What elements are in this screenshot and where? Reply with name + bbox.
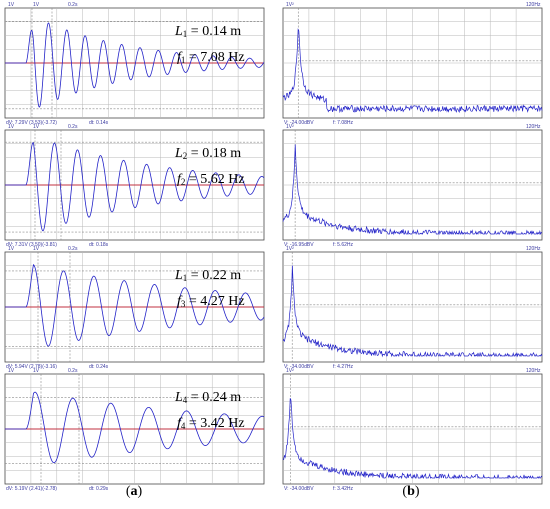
panel-b-3-spectrum: [282, 265, 543, 358]
panel-a-1-frequency-label: f1 = 7.08 Hz: [177, 50, 245, 65]
panel-b-1-spectrum: [282, 28, 543, 114]
panel-b-2-spectrum: [282, 144, 543, 236]
panel-a-4-length-label: L4 = 0.24 m: [174, 390, 241, 405]
panel-b-4-footer-1: f: 3.42Hz: [333, 486, 354, 492]
panel-a-2-length-label: L2 = 0.18 m: [174, 146, 241, 161]
panel-b-1-header-0: 1V²: [286, 2, 294, 8]
panel-a-2-footer-0: dV: 7.31V (3.50)(-3.81): [6, 242, 57, 248]
scope-b-1: 1V² 120Hz V: -24.00dBV f: 7.08Hz: [282, 2, 543, 126]
panel-a-3-header-1: 1V: [33, 246, 40, 252]
panel-b-2-footer-0: V: -16.95dBV: [284, 242, 314, 248]
panel-a-4-header-1: 1V: [33, 368, 40, 374]
panel-a-1-header-2: 0.2s: [68, 2, 78, 8]
panel-b-2-header-0: 1V²: [286, 124, 294, 130]
panel-a-4-waveform: [5, 391, 265, 464]
panel-b-3-footer-1: f: 4.27Hz: [333, 364, 354, 370]
panel-a-4-header-0: 1V: [8, 368, 15, 374]
panel-b-2-footer-1: f: 5.62Hz: [333, 242, 354, 248]
panel-a-2-footer-1: dt: 0.18s: [89, 242, 109, 248]
caption-b-letter: b: [407, 484, 415, 499]
panel-b-1-footer-0: V: -24.00dBV: [284, 120, 314, 126]
panel-a-3-footer-1: dt: 0.24s: [89, 364, 109, 370]
panel-b-4-header-1: 120Hz: [526, 368, 541, 374]
scope-b-4: 1V² 120Hz V: -34.00dBV f: 3.42Hz: [282, 368, 543, 492]
panel-b-3-header-0: 1V²: [286, 246, 294, 252]
panel-b-group: 1V² 120Hz V: -24.00dBV f: 7.08Hz 1V² 120Hz V: …: [282, 2, 543, 492]
panel-a-1-header-1: 1V: [33, 2, 40, 8]
caption-a: (a): [125, 484, 143, 499]
panel-a-1-waveform: [5, 22, 265, 108]
panel-a-4-frequency-label: f4 = 3.42 Hz: [177, 416, 245, 431]
panel-a-3-waveform: [5, 264, 265, 347]
panel-a-3-header-2: 0.2s: [68, 246, 78, 252]
panel-b-1-footer-1: f: 7.08Hz: [333, 120, 354, 126]
panel-a-2-waveform: [5, 142, 265, 232]
panel-a-4-header-2: 0.2s: [68, 368, 78, 374]
panel-a-1-footer-0: dV: 7.29V (3.53)(-3.72): [6, 120, 57, 126]
panel-a-4-footer-0: dV: 5.19V (2.41)(-2.78): [6, 486, 57, 492]
panel-b-3-header-1: 120Hz: [526, 246, 541, 252]
panel-a-1-footer-1: dt: 0.14s: [89, 120, 109, 126]
panel-a-2-header-2: 0.2s: [68, 124, 78, 130]
panel-b-2-header-1: 120Hz: [526, 124, 541, 130]
scope-a-1: 1V 1V 0.2s dV: 7.29V (3.53)(-3.72) dt: 0.14s…: [4, 2, 265, 126]
panel-a-1-header-0: 1V: [8, 2, 15, 8]
panel-a-2-frequency-label: f2 = 5.62 Hz: [177, 172, 245, 187]
panel-a-1-length-label: L1 = 0.14 m: [174, 24, 241, 39]
scope-a-2: 1V 1V 0.2s dV: 7.31V (3.50)(-3.81) dt: 0.18s…: [4, 124, 265, 248]
panel-b-4-header-0: 1V²: [286, 368, 294, 374]
panel-b-4-footer-0: V: -34.00dBV: [284, 486, 314, 492]
panel-b-4-spectrum: [282, 398, 543, 480]
panel-a-group: 1V 1V 0.2s dV: 7.29V (3.53)(-3.72) dt: 0.14s…: [4, 2, 265, 492]
panel-a-2-header-0: 1V: [8, 124, 15, 130]
panel-b-3-footer-0: V: -34.00dBV: [284, 364, 314, 370]
panel-a-2-header-1: 1V: [33, 124, 40, 130]
panel-a-3-footer-0: dV: 5.94V (2.78)(-3.16): [6, 364, 57, 370]
scope-a-4: 1V 1V 0.2s dV: 5.19V (2.41)(-2.78) dt: 0.29s…: [4, 368, 265, 492]
panel-a-4-footer-1: dt: 0.29s: [89, 486, 109, 492]
scope-a-3: 1V 1V 0.2s dV: 5.94V (2.78)(-3.16) dt: 0.24s…: [4, 246, 265, 370]
panel-a-3-length-label: L1 = 0.22 m: [174, 268, 241, 283]
caption-a-letter: a: [130, 484, 138, 499]
caption-b: (b): [402, 484, 420, 499]
panel-a-3-header-0: 1V: [8, 246, 15, 252]
panel-b-1-header-1: 120Hz: [526, 2, 541, 8]
scope-b-3: 1V² 120Hz V: -34.00dBV f: 4.27Hz: [282, 246, 543, 370]
panel-a-3-frequency-label: f3 = 4.27 Hz: [177, 294, 245, 309]
scope-b-2: 1V² 120Hz V: -16.95dBV f: 5.62Hz: [282, 124, 543, 248]
